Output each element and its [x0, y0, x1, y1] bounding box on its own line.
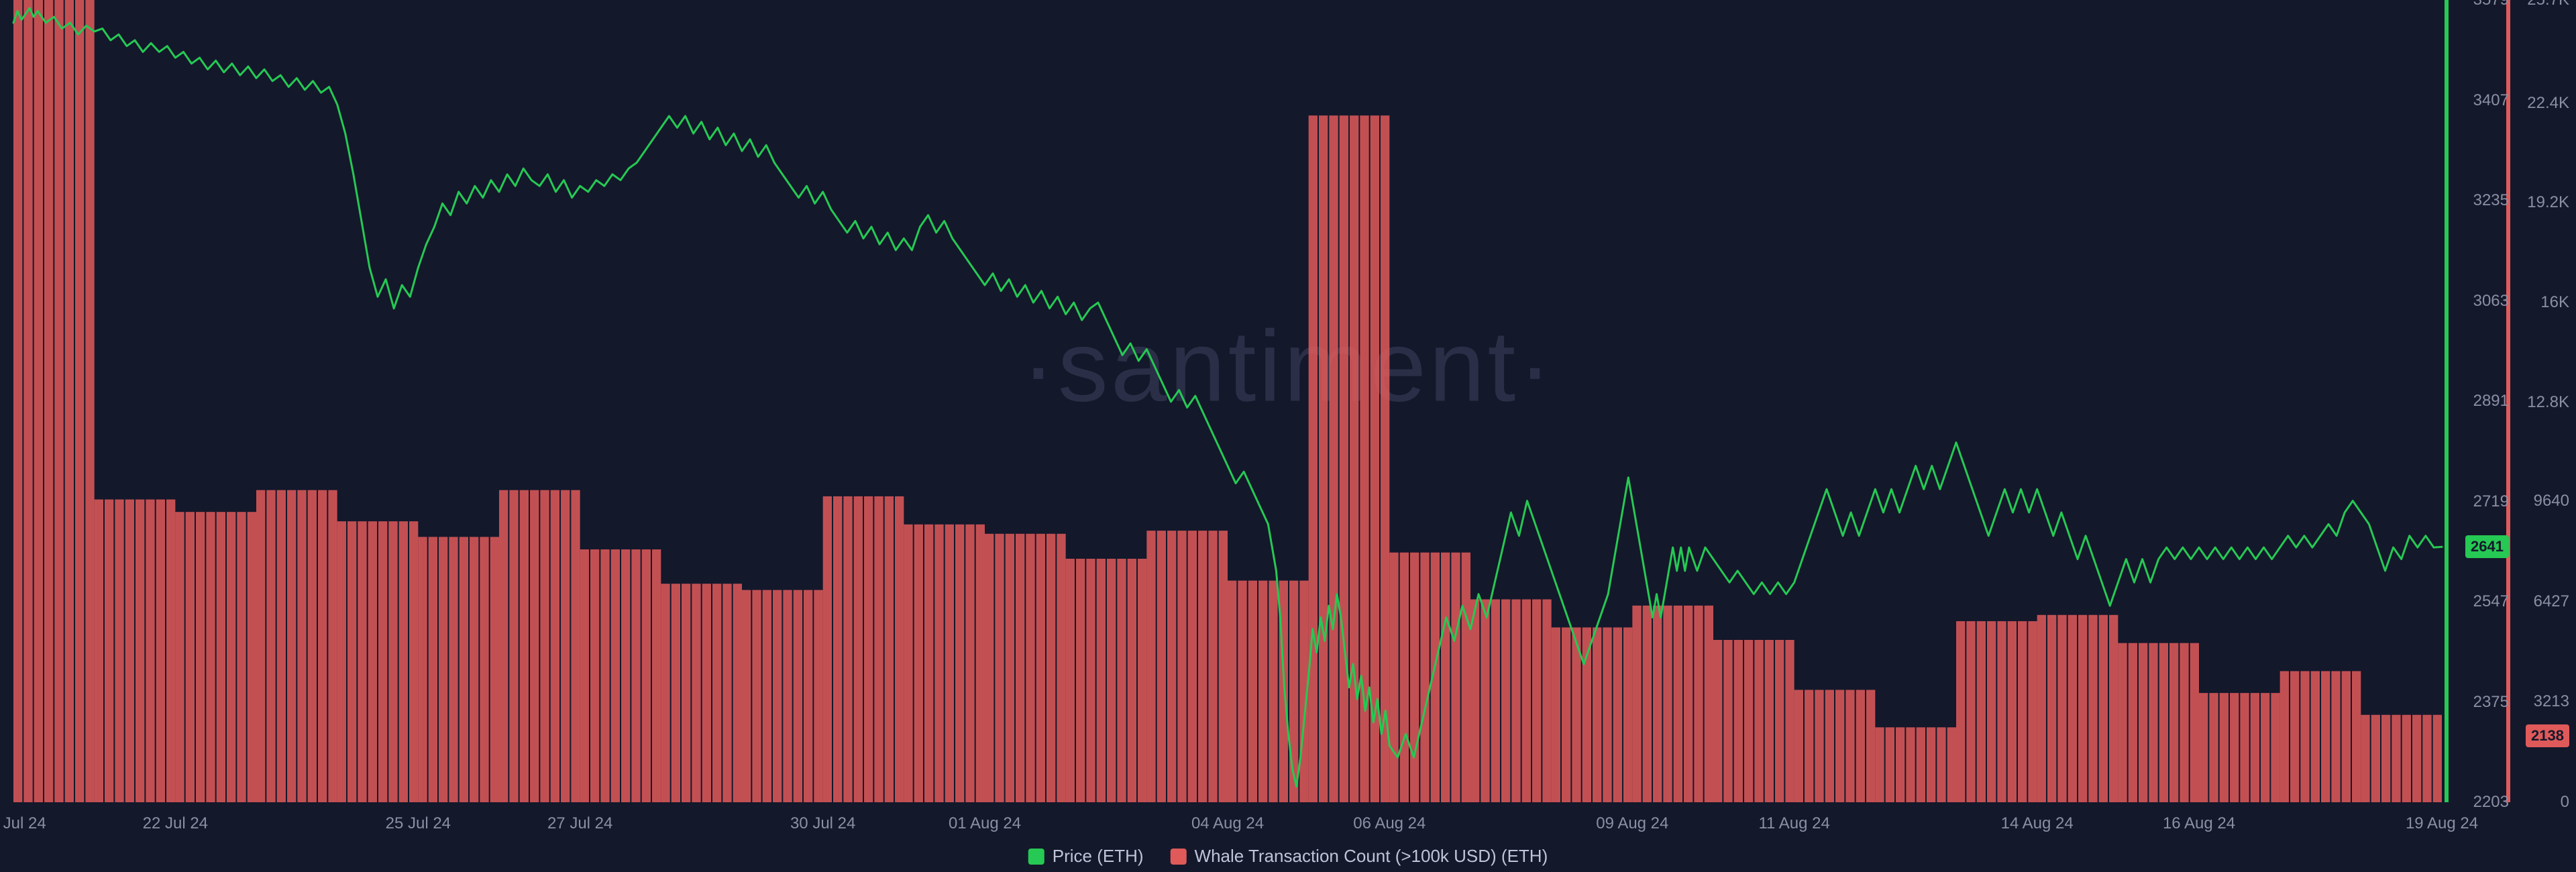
axis-tick-label: 25.7K — [2527, 0, 2569, 9]
axis-tick-label: 0 — [2561, 793, 2569, 812]
axis-tick-label: 19 Aug 24 — [2406, 814, 2478, 833]
axis-tick-label: 22 Jul 24 — [143, 814, 208, 833]
axis-tick-label: 3407 — [2473, 91, 2509, 110]
axis-tick-label: 3579 — [2473, 0, 2509, 9]
axis-tick-label: 20 Jul 24 — [0, 814, 46, 833]
legend-swatch-whale — [1171, 849, 1187, 865]
axis-tick-label: 14 Aug 24 — [2001, 814, 2074, 833]
current-value-badge: 2138 — [2526, 724, 2569, 747]
axis-tick-label: 01 Aug 24 — [949, 814, 1021, 833]
legend-swatch-price — [1028, 849, 1044, 865]
current-value-badge: 2641 — [2465, 535, 2509, 558]
axis-tick-label: 9640 — [2534, 492, 2569, 510]
axis-tick-label: 25 Jul 24 — [386, 814, 451, 833]
legend-label-price: Price (ETH) — [1053, 846, 1144, 867]
axis-tick-label: 16K — [2540, 293, 2569, 312]
axis-tick-label: 2547 — [2473, 592, 2509, 611]
legend-item-price: Price (ETH) — [1028, 846, 1144, 867]
legend-item-whale: Whale Transaction Count (>100k USD) (ETH… — [1171, 846, 1548, 867]
chart-container: ·santiment· Price (ETH) Whale Transactio… — [0, 0, 2576, 872]
legend: Price (ETH) Whale Transaction Count (>10… — [1028, 846, 1548, 867]
price-axis-bar — [2445, 0, 2449, 802]
axis-tick-label: 11 Aug 24 — [1758, 814, 1829, 833]
axis-tick-label: 3235 — [2473, 191, 2509, 210]
axis-tick-label: 09 Aug 24 — [1596, 814, 1668, 833]
axis-tick-label: 2891 — [2473, 392, 2509, 411]
axis-tick-label: 27 Jul 24 — [547, 814, 612, 833]
axis-tick-label: 3213 — [2534, 692, 2569, 711]
axis-tick-label: 04 Aug 24 — [1191, 814, 1264, 833]
axis-tick-label: 19.2K — [2527, 193, 2569, 212]
legend-label-whale: Whale Transaction Count (>100k USD) (ETH… — [1195, 846, 1548, 867]
axis-tick-label: 30 Jul 24 — [790, 814, 855, 833]
axis-tick-label: 3063 — [2473, 292, 2509, 311]
axis-tick-label: 2719 — [2473, 492, 2509, 511]
chart-svg — [0, 0, 2576, 872]
axis-tick-label: 16 Aug 24 — [2163, 814, 2235, 833]
axis-tick-label: 6427 — [2534, 592, 2569, 611]
axis-tick-label: 22.4K — [2527, 94, 2569, 113]
axis-tick-label: 12.8K — [2527, 393, 2569, 412]
axis-tick-label: 2203 — [2473, 793, 2509, 812]
axis-tick-label: 06 Aug 24 — [1353, 814, 1426, 833]
axis-tick-label: 2375 — [2473, 693, 2509, 712]
